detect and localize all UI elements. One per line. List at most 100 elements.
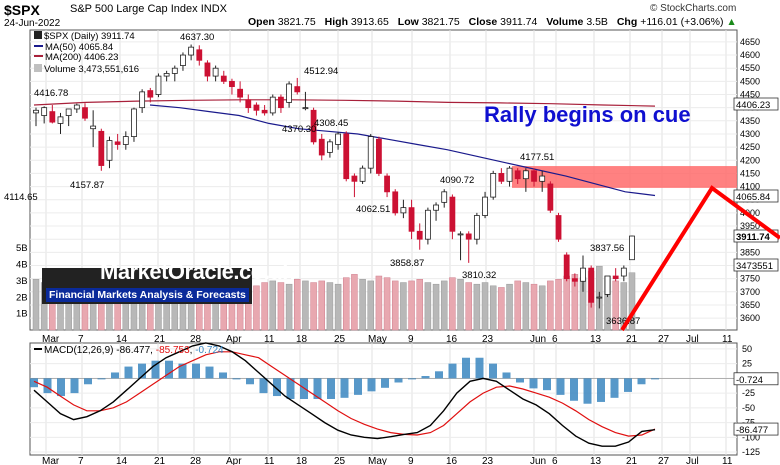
macd-tick-label: 50 (742, 344, 752, 354)
macd-hist-bar (435, 371, 443, 379)
legend-ma50: MA(50) 4065.84 (34, 42, 139, 54)
macd-hist-bar (543, 378, 551, 391)
legend-ma200-swatch (34, 55, 43, 57)
volume-bar (416, 279, 423, 331)
macd-right-box (733, 372, 779, 386)
y-tick-label: 3700 (740, 287, 760, 297)
candle-body (376, 138, 382, 174)
close-label: Close (468, 16, 498, 28)
macd-hist-bar (70, 378, 79, 394)
volume-bar (530, 283, 538, 331)
macd-legend-signal: -85.753 (155, 345, 190, 356)
y-tick-label: 4000 (740, 208, 760, 218)
logo-title: MarketOracle.co.uk (100, 259, 294, 284)
volume-value: 3.5B (586, 16, 608, 28)
open-value: 3821.75 (277, 16, 316, 28)
legend-ma50-swatch (34, 44, 43, 47)
candle-body (90, 125, 97, 130)
x-tick-label-top: 11 (722, 334, 733, 345)
price-label: 3810.32 (462, 270, 496, 281)
macd-hist-bar (367, 378, 376, 392)
macd-hist-bar (30, 378, 38, 388)
candle-body (57, 116, 64, 124)
macd-hist-bar (475, 357, 484, 379)
volume-bar (261, 282, 268, 331)
x-tick-label-bottom: 11 (722, 456, 733, 465)
macd-hist-bar (232, 378, 241, 380)
candle-body (563, 254, 570, 280)
y-tick-label: 4300 (740, 129, 760, 139)
macd-right-label: -0.724 (736, 375, 763, 386)
macd-hist-bar (340, 378, 349, 398)
volume-bar (449, 277, 456, 331)
price-label: 4637.30 (180, 32, 214, 43)
volume-bar (457, 279, 464, 331)
candle-body (620, 267, 627, 277)
chart-header: $SPX S&P 500 Large Cap Index INDX 24-Jun… (0, 0, 780, 30)
candle-body (229, 80, 235, 88)
rally-annotation: Rally begins on cue (484, 102, 691, 127)
candle-body (441, 191, 448, 203)
chart-date: 24-Jun-2022 (4, 18, 61, 29)
macd-hist-bar (192, 363, 200, 379)
volume-bar (367, 280, 374, 331)
macd-hist-bar (124, 366, 133, 379)
volume-bar (408, 280, 415, 331)
macd-legend-swatch (34, 348, 42, 350)
candle-body (180, 54, 186, 66)
macd-hist-bar (583, 378, 592, 404)
candle-body (547, 183, 554, 211)
legend-main-text: $SPX (Daily) 3911.74 (44, 31, 135, 42)
legend-volume: Volume 3,473,551,616 (34, 63, 139, 76)
macd-hist-bar (111, 372, 119, 379)
x-tick-label-top: 9 (408, 334, 414, 345)
candle-body (482, 196, 488, 216)
price-label: 4114.65 (4, 192, 38, 203)
macd-tick-label: -75 (742, 418, 755, 428)
candle-body (392, 191, 399, 214)
candle-body (612, 275, 619, 280)
x-tick-label-top: Apr (226, 334, 242, 345)
volume-bar (342, 277, 350, 331)
macd-hist-bar (205, 366, 214, 379)
macd-panel-frame (29, 342, 738, 456)
ohlc-stats: Open 3821.75 High 3913.65 Low 3821.75 Cl… (242, 16, 737, 28)
price-label: 4090.72 (440, 175, 474, 186)
candle-body (147, 90, 154, 98)
macd-hist-bar (570, 378, 578, 401)
y-tick-label: 4550 (740, 63, 760, 73)
volume-tick-label: 4B (16, 260, 28, 271)
macd-hist-bar (286, 378, 295, 399)
x-tick-label-bottom: Mar (42, 456, 60, 465)
candle-body (604, 275, 611, 295)
macd-hist-bar (529, 378, 538, 389)
macd-hist-bar (43, 378, 52, 394)
y-tick-label: 3950 (740, 221, 760, 231)
candle-body (163, 73, 170, 77)
volume-tick-label: 1B (16, 309, 28, 320)
candle-body (473, 215, 480, 240)
macd-hist-bar (259, 378, 268, 394)
candle-body (588, 267, 595, 303)
candle-body (351, 175, 358, 182)
candle-body (416, 230, 423, 240)
volume-bar (269, 280, 277, 331)
price-label: 4370.30 (282, 124, 316, 135)
macd-legend-hist: -0.724 (195, 345, 224, 356)
price-label: 4512.94 (304, 66, 338, 77)
y-tick-label: 3650 (740, 300, 760, 310)
volume-bar (481, 282, 489, 331)
volume-bar (498, 287, 505, 331)
candle-body (122, 136, 129, 145)
volume-tick-label: 5B (16, 243, 28, 254)
macd-hist-bar (327, 378, 335, 399)
candle-body (318, 138, 325, 156)
macd-legend-macd: -86.477 (116, 345, 151, 356)
x-tick-label-bottom: 11 (264, 456, 275, 465)
candle-body (269, 96, 276, 114)
legend-volume-swatch (34, 63, 42, 72)
y-tick-label: 4100 (740, 182, 760, 192)
right-axis-label: 4406.23 (736, 100, 770, 111)
volume-bar (302, 280, 309, 331)
volume-bar (538, 285, 546, 331)
